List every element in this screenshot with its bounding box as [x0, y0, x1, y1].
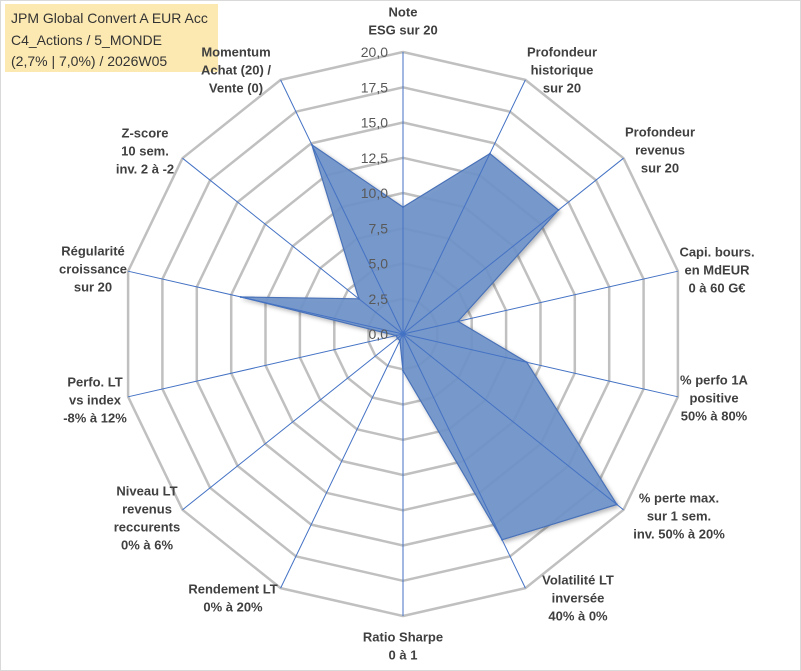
spoke-7	[402, 333, 526, 589]
spoke-12	[127, 270, 404, 335]
axis-label-14: Momentum Achat (20) / Vente (0)	[201, 45, 271, 96]
tick-label: 7,5	[369, 220, 389, 236]
axis-label-line: 0 à 1	[389, 648, 418, 663]
spoke-4	[402, 270, 679, 335]
spoke-9	[280, 333, 404, 589]
tick-label: 12,5	[361, 150, 388, 166]
axis-label-line: inv. 50% à 20%	[633, 527, 725, 542]
axis-label-5: % perfo 1A positive 50% à 80%	[680, 373, 749, 424]
axis-label-line: Niveau LT	[116, 484, 177, 499]
axis-label-line: historique	[531, 63, 594, 78]
axis-label-line: revenus	[635, 143, 685, 158]
title-box-background	[5, 4, 218, 72]
tick-label: 15,0	[361, 115, 388, 131]
axis-label-1: Note ESG sur 20	[368, 5, 437, 38]
axis-label-line: Vente (0)	[209, 81, 263, 96]
axis-label-line: 10 sem.	[121, 144, 169, 159]
axis-label-8: Ratio Sharpe 0 à 1	[363, 630, 443, 663]
spoke-11	[127, 333, 404, 398]
axis-label-line: reccurents	[114, 520, 180, 535]
axis-label-11: Perfo. LT vs index -8% à 12%	[63, 375, 127, 426]
axis-label-line: vs index	[69, 393, 122, 408]
axis-labels: Note ESG sur 20 Profondeur historique sur 20…	[59, 5, 755, 663]
axis-label-line: Note	[389, 5, 418, 20]
tick-label: 10,0	[361, 185, 388, 201]
title-box: JPM Global Convert A EUR Acc C4_Actions …	[5, 4, 218, 72]
tick-label: 17,5	[361, 79, 388, 95]
axis-label-line: 50% à 80%	[681, 409, 748, 424]
spoke-6	[402, 333, 624, 511]
axis-label-7: Volatilité LT inversée 40% à 0%	[542, 573, 614, 624]
title-line-fund-name: JPM Global Convert A EUR Acc	[11, 10, 208, 26]
axis-label-line: inv. 2 à -2	[116, 162, 174, 177]
axis-label-line: Z-score	[122, 126, 169, 141]
tick-label: 20,0	[361, 44, 388, 60]
axis-label-line: -8% à 12%	[63, 411, 127, 426]
spoke-13	[182, 157, 404, 335]
axis-label-line: ESG sur 20	[368, 23, 437, 38]
axis-label-9: Rendement LT 0% à 20%	[188, 582, 277, 615]
spoke-3	[402, 157, 624, 335]
axis-label-line: en MdEUR	[685, 263, 751, 278]
spoke-10	[182, 333, 404, 511]
axis-label-line: Perfo. LT	[67, 375, 122, 390]
axis-label-line: 0 à 60 G€	[688, 281, 745, 296]
axis-label-line: sur 20	[74, 280, 112, 295]
axis-label-line: Ratio Sharpe	[363, 630, 443, 645]
axis-label-line: revenus	[122, 502, 172, 517]
title-line-stats: (2,7% | 7,0%) / 2026W05	[11, 53, 167, 69]
axis-label-line: 0% à 20%	[203, 600, 263, 615]
axis-label-3: Profondeur revenus sur 20	[625, 125, 695, 176]
axis-label-line: 40% à 0%	[548, 609, 608, 624]
title-line-category: C4_Actions / 5_MONDE	[11, 32, 162, 48]
radial-tick-labels: 0,0 2,5 5,0 7,5 10,0 12,5 15,0 17,5 20,0	[361, 44, 388, 342]
axis-label-line: sur 20	[543, 81, 581, 96]
spoke-2	[402, 79, 526, 335]
axis-label-4: Capi. bours. en MdEUR 0 à 60 G€	[679, 245, 754, 296]
axis-label-6: % perte max. sur 1 sem. inv. 50% à 20%	[633, 491, 725, 542]
axis-label-2: Profondeur historique sur 20	[527, 45, 597, 96]
axis-label-line: Régularité	[61, 244, 125, 259]
axis-label-line: % perfo 1A	[680, 373, 749, 388]
axis-label-line: Profondeur	[625, 125, 695, 140]
axis-label-line: Momentum	[201, 45, 270, 60]
axis-label-12: Régularité croissance sur 20	[59, 244, 127, 295]
axis-label-line: Rendement LT	[188, 582, 277, 597]
axis-label-line: inversée	[552, 591, 605, 606]
axis-label-line: sur 1 sem.	[647, 509, 711, 524]
axis-spokes	[127, 52, 679, 616]
axis-label-line: Achat (20) /	[201, 63, 271, 78]
axis-label-line: Volatilité LT	[542, 573, 614, 588]
tick-label: 5,0	[369, 256, 389, 272]
tick-label: 0,0	[369, 326, 389, 342]
axis-label-line: sur 20	[641, 161, 679, 176]
spoke-14	[280, 79, 404, 335]
tick-label: 2,5	[369, 291, 389, 307]
axis-label-line: croissance	[59, 262, 127, 277]
axis-label-line: Profondeur	[527, 45, 597, 60]
axis-label-line: 0% à 6%	[121, 538, 173, 553]
axis-label-10: Niveau LT revenus reccurents 0% à 6%	[114, 484, 180, 553]
axis-label-line: Capi. bours.	[679, 245, 754, 260]
axis-label-line: positive	[689, 391, 738, 406]
spoke-5	[402, 333, 679, 398]
axis-label-line: % perte max.	[639, 491, 719, 506]
axis-label-13: Z-score 10 sem. inv. 2 à -2	[116, 126, 174, 177]
